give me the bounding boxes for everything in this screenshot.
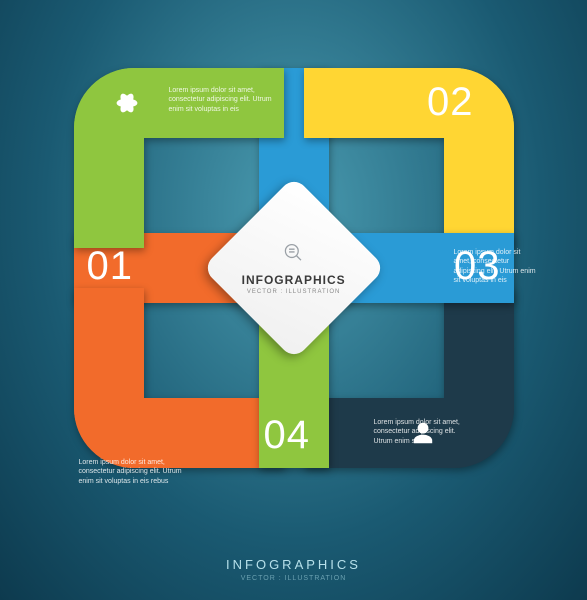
- user-icon: [410, 420, 436, 446]
- segment-4-vband: [74, 288, 144, 468]
- atom-icon: [114, 90, 140, 116]
- center-title: INFOGRAPHICS: [241, 272, 345, 286]
- text-segment-2: Lorem ipsum dolor sit amet, consectetur …: [454, 248, 539, 286]
- footer-title: INFOGRAPHICS: [0, 557, 587, 572]
- text-segment-4: Lorem ipsum dolor sit amet, consectetur …: [79, 458, 189, 486]
- number-04: 04: [264, 413, 311, 458]
- magnifier-doc-icon: [241, 241, 345, 268]
- text-segment-1: Lorem ipsum dolor sit amet, consectetur …: [169, 86, 279, 114]
- number-02: 02: [427, 80, 474, 125]
- footer-subtitle: VECTOR : ILLUSTRATION: [0, 575, 587, 582]
- center-subtitle: VECTOR : ILLUSTRATION: [241, 288, 345, 294]
- infographic-stage: 01 02 03 04 Lorem ipsum dolor sit amet, …: [74, 68, 514, 468]
- footer: INFOGRAPHICS VECTOR : ILLUSTRATION: [0, 557, 587, 582]
- number-01: 01: [87, 244, 134, 289]
